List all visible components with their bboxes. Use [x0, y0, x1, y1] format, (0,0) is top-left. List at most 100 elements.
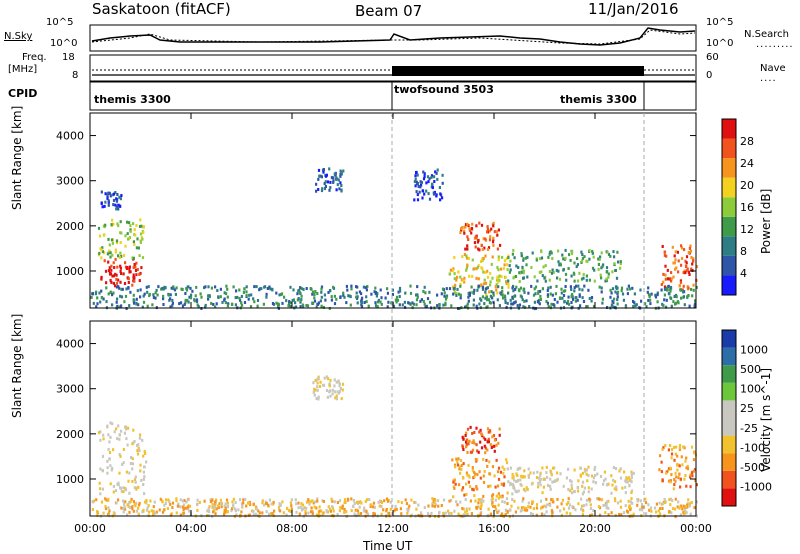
power-cell: [482, 237, 485, 241]
velocity-cell: [529, 471, 532, 475]
power-cell: [511, 286, 514, 290]
power-cell: [247, 297, 250, 301]
velocity-cell: [491, 494, 494, 498]
power-cell: [506, 301, 509, 305]
power-cell: [545, 299, 548, 303]
velocity-cell: [494, 485, 497, 489]
power-cell: [468, 227, 471, 231]
power-cell: [302, 287, 305, 291]
power-cell: [656, 293, 659, 297]
velocity-cell: [504, 508, 507, 512]
velocity-cell: [145, 508, 148, 512]
power-cell: [129, 228, 132, 232]
power-cell: [203, 286, 206, 290]
power-cell: [473, 267, 476, 271]
velocity-cell: [264, 500, 267, 504]
velocity-cell: [183, 506, 186, 510]
power-cell: [525, 299, 528, 303]
power-cell: [138, 279, 141, 283]
power-cell: [338, 187, 341, 191]
power-cell: [305, 287, 308, 290]
power-cell: [514, 288, 517, 291]
power-cell: [507, 282, 510, 286]
velocity-cell: [442, 498, 446, 502]
power-cell: [537, 290, 540, 294]
power-cell: [551, 293, 554, 297]
velocity-cell: [679, 477, 682, 481]
velocity-cell: [343, 501, 346, 505]
velocity-cell: [549, 469, 552, 473]
power-cell: [141, 305, 144, 309]
velocity-cell: [496, 510, 499, 514]
velocity-cell: [511, 482, 514, 486]
power-cell: [562, 294, 566, 297]
velocity-cell: [526, 508, 529, 512]
power-cell: [131, 256, 134, 260]
velocity-cell: [119, 454, 122, 458]
velocity-cell: [619, 499, 622, 503]
velocity-cell: [676, 468, 679, 472]
velocity-cell: [569, 489, 572, 493]
power-cell: [493, 230, 496, 234]
power-cell: [454, 283, 457, 287]
power-cell: [492, 221, 495, 225]
power-cell: [350, 287, 353, 291]
power-cell: [569, 285, 572, 289]
velocity-cell: [502, 483, 505, 487]
power-cell: [656, 291, 659, 295]
velocity-cell: [285, 513, 288, 517]
power-cell: [568, 302, 571, 306]
velocity-cell: [108, 509, 111, 513]
velocity-cell: [465, 445, 468, 449]
power-cell: [574, 299, 577, 303]
power-cell: [682, 295, 685, 299]
velocity-cell: [624, 485, 627, 489]
power-cell: [386, 291, 389, 295]
power-cell: [669, 285, 672, 289]
velocity-cell: [636, 503, 639, 507]
velocity-cell: [476, 449, 479, 453]
velocity-cell: [494, 507, 498, 511]
velocity-cell: [539, 471, 542, 475]
velocity-cell: [491, 502, 494, 506]
power-cell: [507, 256, 510, 259]
velocity-cell: [691, 474, 694, 478]
power-cell: [678, 284, 681, 288]
velocity-cell: [408, 504, 411, 508]
velocity-cell: [509, 466, 512, 470]
velocity-cell: [585, 503, 588, 507]
velocity-cell: [133, 440, 136, 443]
velocity-cell: [462, 507, 465, 511]
velocity-cell: [263, 503, 266, 507]
velocity-cell: [543, 513, 546, 517]
power-cell: [522, 269, 526, 273]
power-cell: [502, 296, 505, 300]
power-cell: [285, 299, 288, 303]
velocity-cell: [454, 465, 457, 469]
power-cell: [530, 284, 533, 288]
power-cell: [269, 287, 272, 291]
velocity-cell: [321, 499, 324, 503]
velocity-cell: [690, 501, 693, 504]
velocity-cell: [461, 435, 464, 439]
velocity-cell: [479, 507, 482, 510]
velocity-cell: [464, 498, 467, 502]
velocity-cell: [364, 500, 367, 503]
velocity-cell: [516, 468, 519, 471]
velocity-cell: [619, 505, 623, 509]
power-cell: [416, 198, 420, 202]
power-cell: [117, 203, 120, 207]
power-cell: [483, 278, 486, 282]
power-cell: [191, 289, 194, 293]
power-cell: [488, 238, 492, 242]
power-cell: [333, 302, 337, 306]
velocity-cell: [289, 501, 292, 505]
velocity-cell: [678, 444, 682, 447]
cpid-panel-frame: [89, 81, 697, 111]
velocity-cell: [232, 497, 235, 501]
velocity-cbar-tick-label: 100: [740, 383, 761, 396]
power-cell: [101, 246, 104, 250]
power-cell: [505, 305, 508, 309]
power-cell: [580, 261, 583, 264]
power-cell: [484, 271, 487, 274]
